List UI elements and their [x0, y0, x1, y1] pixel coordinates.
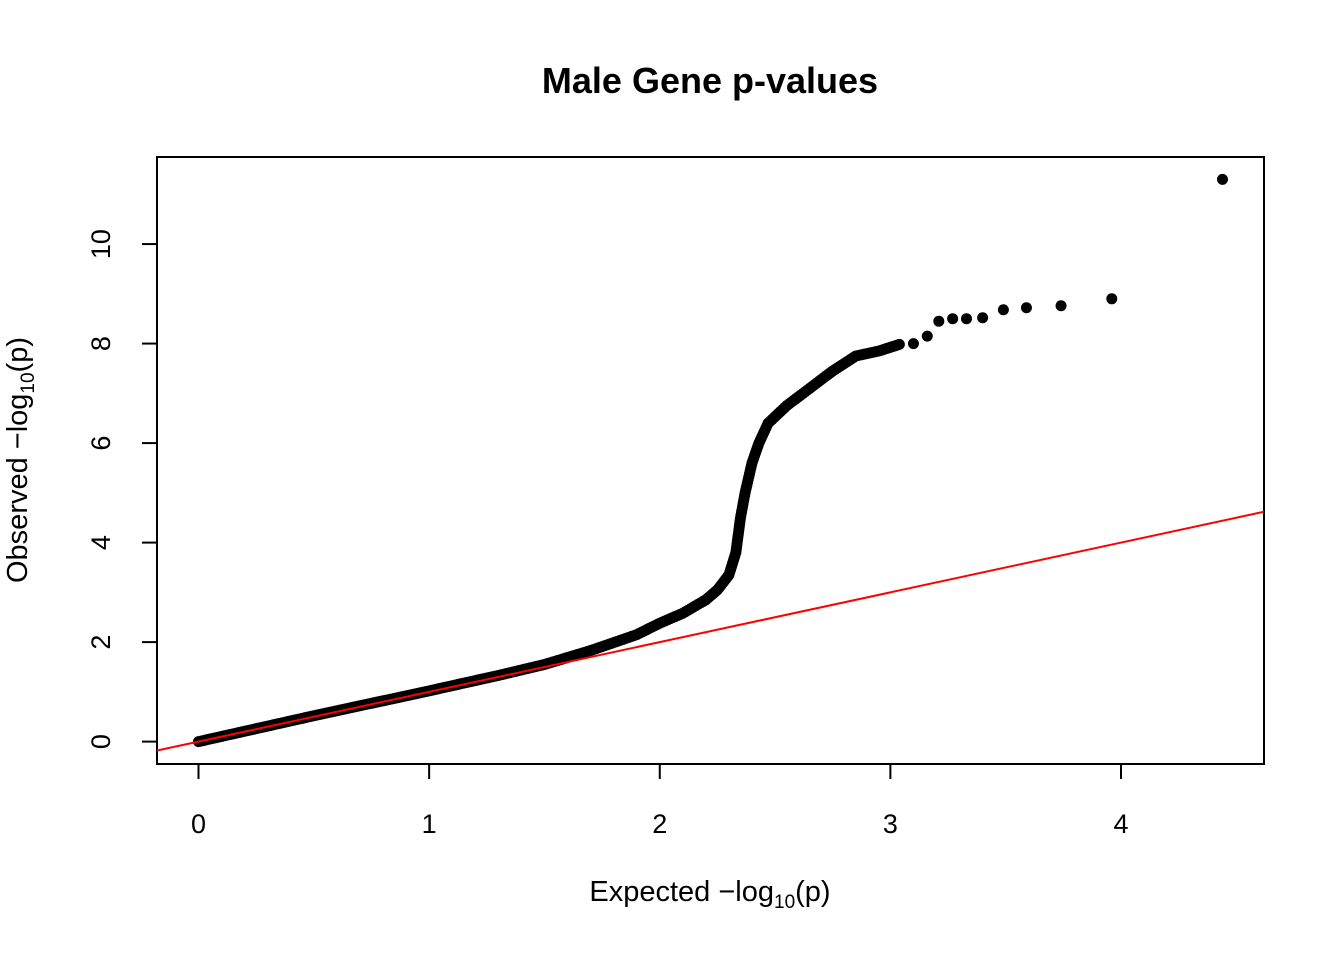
x-tick-label: 2	[652, 809, 667, 839]
y-tick-label: 10	[86, 229, 116, 259]
x-axis-label: Expected −log10(p)	[589, 876, 830, 913]
y-axis: 0 2 4 6 8 10	[86, 229, 158, 749]
data-point	[947, 313, 959, 325]
y-tick-label: 8	[86, 336, 116, 351]
y-tick-label: 6	[86, 436, 116, 451]
data-point	[997, 304, 1009, 316]
data-point	[1020, 302, 1032, 314]
plot-frame	[156, 156, 1265, 765]
data-point	[907, 338, 919, 350]
data-point	[893, 338, 905, 350]
x-tick-label: 4	[1113, 809, 1128, 839]
y-tick-label: 2	[86, 635, 116, 650]
x-axis: 0 1 2 3 4	[191, 763, 1129, 839]
y-tick-label: 4	[86, 535, 116, 550]
chart-title: Male Gene p-values	[542, 60, 878, 101]
x-tick-label: 3	[883, 809, 898, 839]
data-point	[960, 313, 972, 325]
x-tick-label: 0	[191, 809, 206, 839]
y-axis-label: Observed −log10(p)	[2, 337, 39, 583]
data-point	[921, 330, 933, 342]
x-tick-label: 1	[422, 809, 437, 839]
data-point	[977, 312, 989, 324]
data-point	[933, 315, 945, 327]
reference-line	[157, 510, 1264, 752]
data-point	[1216, 173, 1228, 185]
y-tick-label: 0	[86, 734, 116, 749]
data-point	[1055, 300, 1067, 312]
plot-area	[157, 173, 1264, 752]
data-point	[1106, 293, 1118, 305]
